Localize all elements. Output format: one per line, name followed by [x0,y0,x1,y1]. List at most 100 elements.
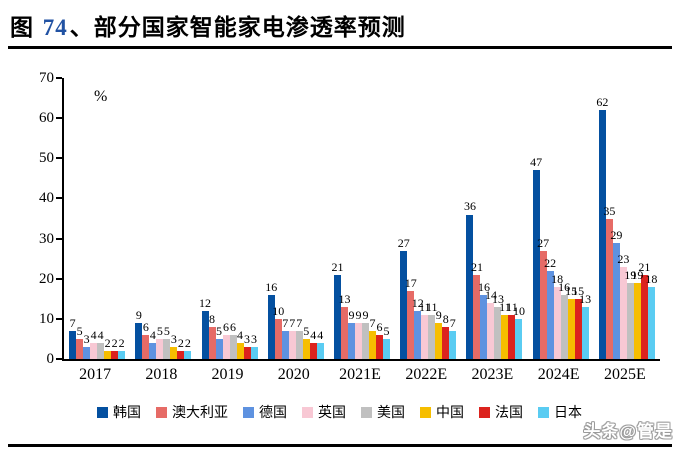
bar-韩国-2025E [598,110,606,359]
data-label: 10 [272,303,285,318]
data-label: 6 [223,319,230,334]
figure-title-text: 、部分国家智能家电渗透率预测 [69,15,406,40]
bar-美国-2025E [626,282,634,359]
legend-item-美国: 美国 [361,402,405,422]
y-axis-tick [56,157,62,160]
x-axis-label-2020: 2020 [277,366,310,383]
data-label: 3 [251,331,258,346]
bar-德国-2024E [546,270,554,359]
data-label: 27 [397,235,410,250]
bar-美国-2020 [295,330,303,359]
legend-swatch-icon [538,406,549,418]
bar-法国-2024E [574,298,582,359]
bar-美国-2022E [428,314,436,359]
legend-item-韩国: 韩国 [97,402,141,422]
bar-法国-2022E [442,326,450,359]
bar-美国-2018 [163,338,171,359]
data-label: 2 [111,335,118,350]
x-axis-label-2021E: 2021E [339,366,381,383]
data-label: 13 [491,291,504,306]
data-label: 5 [76,323,83,338]
data-label: 10 [512,303,525,318]
bar-英国-2024E [553,286,561,359]
bar-德国-2018 [149,342,157,359]
bar-中国-2021E [369,330,376,359]
data-label: 36 [463,199,476,214]
bar-中国-2025E [633,282,641,359]
bar-韩国-2017 [69,330,77,359]
legend-swatch-icon [302,406,313,418]
bar-中国-2017 [104,350,112,359]
data-label: 7 [282,315,289,330]
bar-德国-2020 [281,330,289,359]
legend-label: 法国 [495,406,523,421]
data-label: 21 [331,259,344,274]
bar-日本-2025E [647,286,655,359]
bar-日本-2022E [449,330,457,359]
bar-德国-2023E [480,294,488,359]
bar-韩国-2022E [400,250,408,359]
x-axis-label-2024E: 2024E [537,366,580,383]
data-label: 21 [470,259,483,274]
y-axis-tick [56,317,62,320]
y-axis-tick-label: 40 [39,190,54,207]
y-axis-tick-label: 50 [39,150,54,167]
bar-法国-2017 [111,350,119,359]
bar-澳大利亚-2020 [274,318,282,359]
data-label: 15 [572,283,585,298]
bar-韩国-2020 [267,294,275,359]
data-label: 29 [610,227,623,242]
x-axis-label-2018: 2018 [145,366,178,383]
bar-日本-2023E [515,318,523,359]
data-label: 21 [638,259,651,274]
bar-美国-2017 [97,342,105,359]
data-label: 19 [631,267,644,282]
data-label: 9 [362,307,369,322]
bar-英国-2019 [222,334,230,359]
data-label: 2 [184,335,191,350]
bar-英国-2021E [355,322,362,359]
y-axis-tick-label: 10 [39,310,54,327]
data-label: 16 [265,279,278,294]
bar-德国-2022E [414,310,422,359]
bar-中国-2018 [170,346,178,359]
y-axis-tick-label: 30 [39,230,54,247]
bar-chart-plot-area: % 0 10 20 30 40 50 60 70 7 5 3 4 4 2 2 2 9 6 4 5 5 3 2 2 12 8 5 6 6 4… [39,70,660,367]
data-label: 4 [97,327,104,342]
legend-item-德国: 德国 [243,402,287,422]
legend-label: 英国 [318,406,346,421]
data-label: 13 [338,291,351,306]
bar-日本-2019 [250,346,258,359]
figure-title-prefix: 图 [10,15,41,40]
bar-英国-2022E [421,314,429,359]
legend-swatch-icon [156,406,167,418]
bar-日本-2021E [383,338,390,359]
data-label: 2 [104,335,111,350]
legend-label: 日本 [554,406,582,421]
chart-legend: 韩国 澳大利亚 德国 英国 美国 中国 法国 日本 [0,402,679,422]
data-label: 9 [435,307,442,322]
data-label: 5 [216,323,223,338]
bar-日本-2024E [581,306,589,359]
data-label: 5 [383,323,390,338]
legend-item-英国: 英国 [302,402,346,422]
y-axis-unit-label: % [94,88,108,105]
bar-英国-2020 [288,330,296,359]
data-label: 4 [149,327,156,342]
bar-韩国-2024E [532,170,540,359]
data-label: 18 [645,271,658,286]
x-axis-label-2025E: 2025E [603,366,646,383]
data-label: 11 [425,299,438,314]
legend-item-澳大利亚: 澳大利亚 [156,402,228,422]
data-label: 15 [565,283,578,298]
data-label: 6 [376,319,383,334]
data-label: 5 [163,323,170,338]
bar-澳大利亚-2021E [341,306,348,359]
data-label: 47 [530,155,543,170]
legend-item-中国: 中国 [420,402,464,422]
x-axis-label-2023E: 2023E [471,366,514,383]
legend-item-日本: 日本 [538,402,582,422]
bar-德国-2017 [83,346,91,359]
bar-澳大利亚-2017 [76,338,84,359]
y-axis-tick-label: 70 [39,70,54,86]
